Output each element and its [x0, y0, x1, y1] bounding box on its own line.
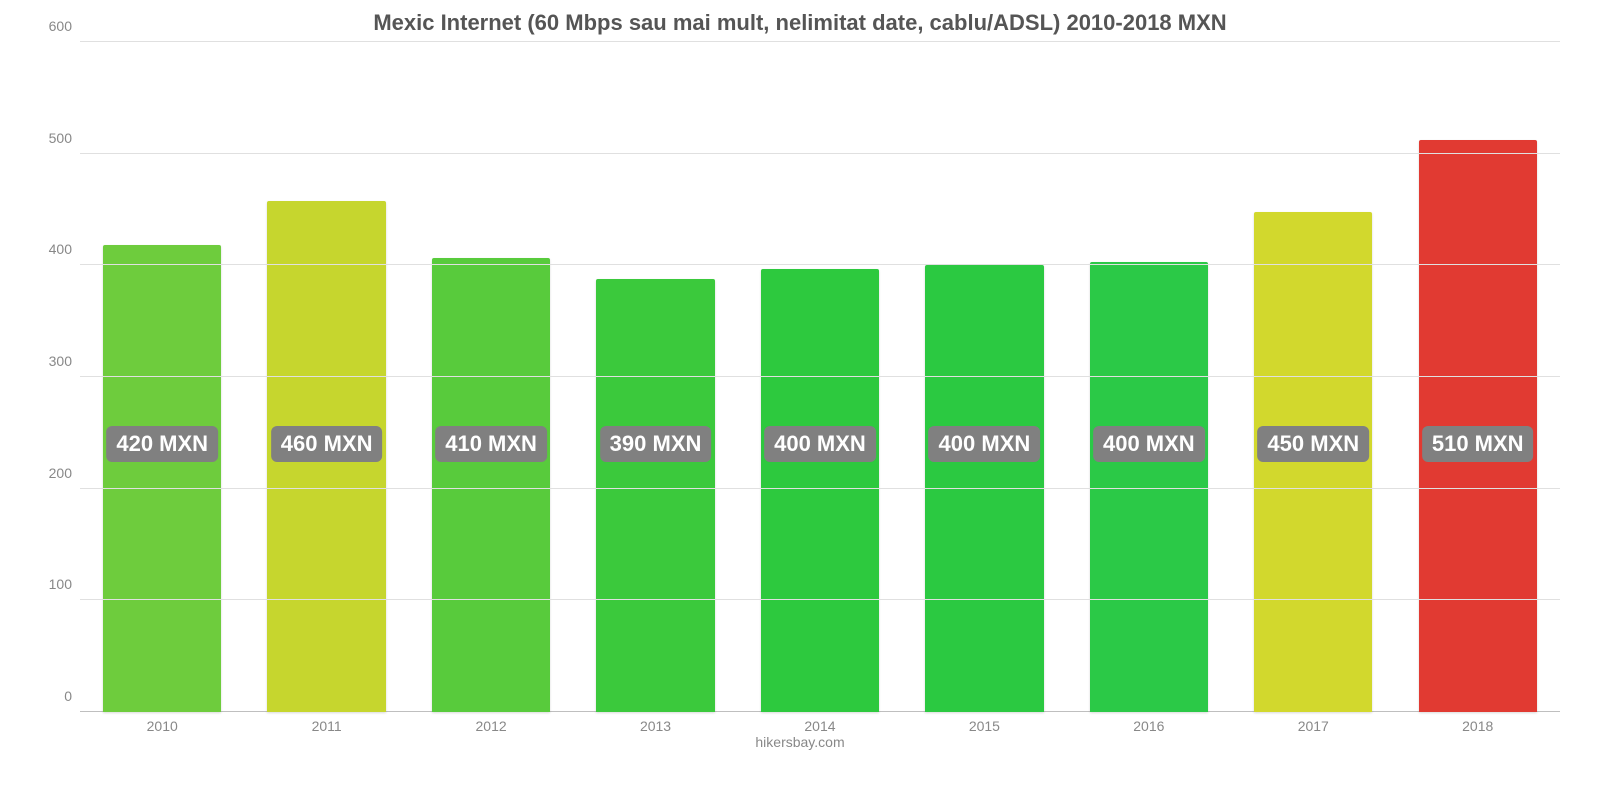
x-tick-label: 2014	[738, 718, 902, 734]
bar-slot: 400 MXN	[1067, 42, 1231, 712]
bar-slot: 400 MXN	[738, 42, 902, 712]
x-tick-label: 2018	[1396, 718, 1560, 734]
y-tick-label: 500	[49, 130, 72, 146]
bar	[596, 279, 714, 712]
gridline	[80, 599, 1560, 600]
gridline	[80, 153, 1560, 154]
plot-area: 420 MXN 460 MXN 410 MXN 390 MXN 400 MXN 400 M…	[80, 42, 1560, 712]
bars-row: 420 MXN 460 MXN 410 MXN 390 MXN 400 MXN 400 M…	[80, 42, 1560, 712]
value-badge: 400 MXN	[764, 426, 876, 462]
value-badge: 510 MXN	[1422, 426, 1534, 462]
x-tick-label: 2012	[409, 718, 573, 734]
bar-slot: 460 MXN	[244, 42, 408, 712]
gridline	[80, 41, 1560, 42]
chart-container: Mexic Internet (60 Mbps sau mai mult, ne…	[0, 0, 1600, 800]
value-badge: 400 MXN	[1093, 426, 1205, 462]
bar	[103, 245, 221, 712]
y-tick-label: 400	[49, 241, 72, 257]
y-tick-label: 200	[49, 465, 72, 481]
x-tick-label: 2015	[902, 718, 1066, 734]
y-tick-label: 0	[64, 688, 72, 704]
bar-slot: 410 MXN	[409, 42, 573, 712]
gridline	[80, 376, 1560, 377]
y-tick-label: 600	[49, 18, 72, 34]
bar-slot: 390 MXN	[573, 42, 737, 712]
value-badge: 420 MXN	[106, 426, 218, 462]
value-badge: 400 MXN	[929, 426, 1041, 462]
bar	[925, 265, 1043, 712]
y-tick-label: 300	[49, 353, 72, 369]
y-tick-label: 100	[49, 576, 72, 592]
chart-caption: hikersbay.com	[30, 734, 1570, 750]
x-tick-label: 2017	[1231, 718, 1395, 734]
bar	[761, 269, 879, 712]
gridline	[80, 264, 1560, 265]
value-badge: 390 MXN	[600, 426, 712, 462]
bar-slot: 450 MXN	[1231, 42, 1395, 712]
x-axis: 201020112012201320142015201620172018	[80, 718, 1560, 734]
bar-slot: 510 MXN	[1396, 42, 1560, 712]
gridline	[80, 488, 1560, 489]
x-tick-label: 2013	[573, 718, 737, 734]
value-badge: 460 MXN	[271, 426, 383, 462]
bar-slot: 420 MXN	[80, 42, 244, 712]
value-badge: 410 MXN	[435, 426, 547, 462]
bar-slot: 400 MXN	[902, 42, 1066, 712]
value-badge: 450 MXN	[1257, 426, 1369, 462]
x-tick-label: 2011	[244, 718, 408, 734]
x-tick-label: 2016	[1067, 718, 1231, 734]
x-tick-label: 2010	[80, 718, 244, 734]
chart-title: Mexic Internet (60 Mbps sau mai mult, ne…	[30, 10, 1570, 36]
bar	[432, 258, 550, 712]
